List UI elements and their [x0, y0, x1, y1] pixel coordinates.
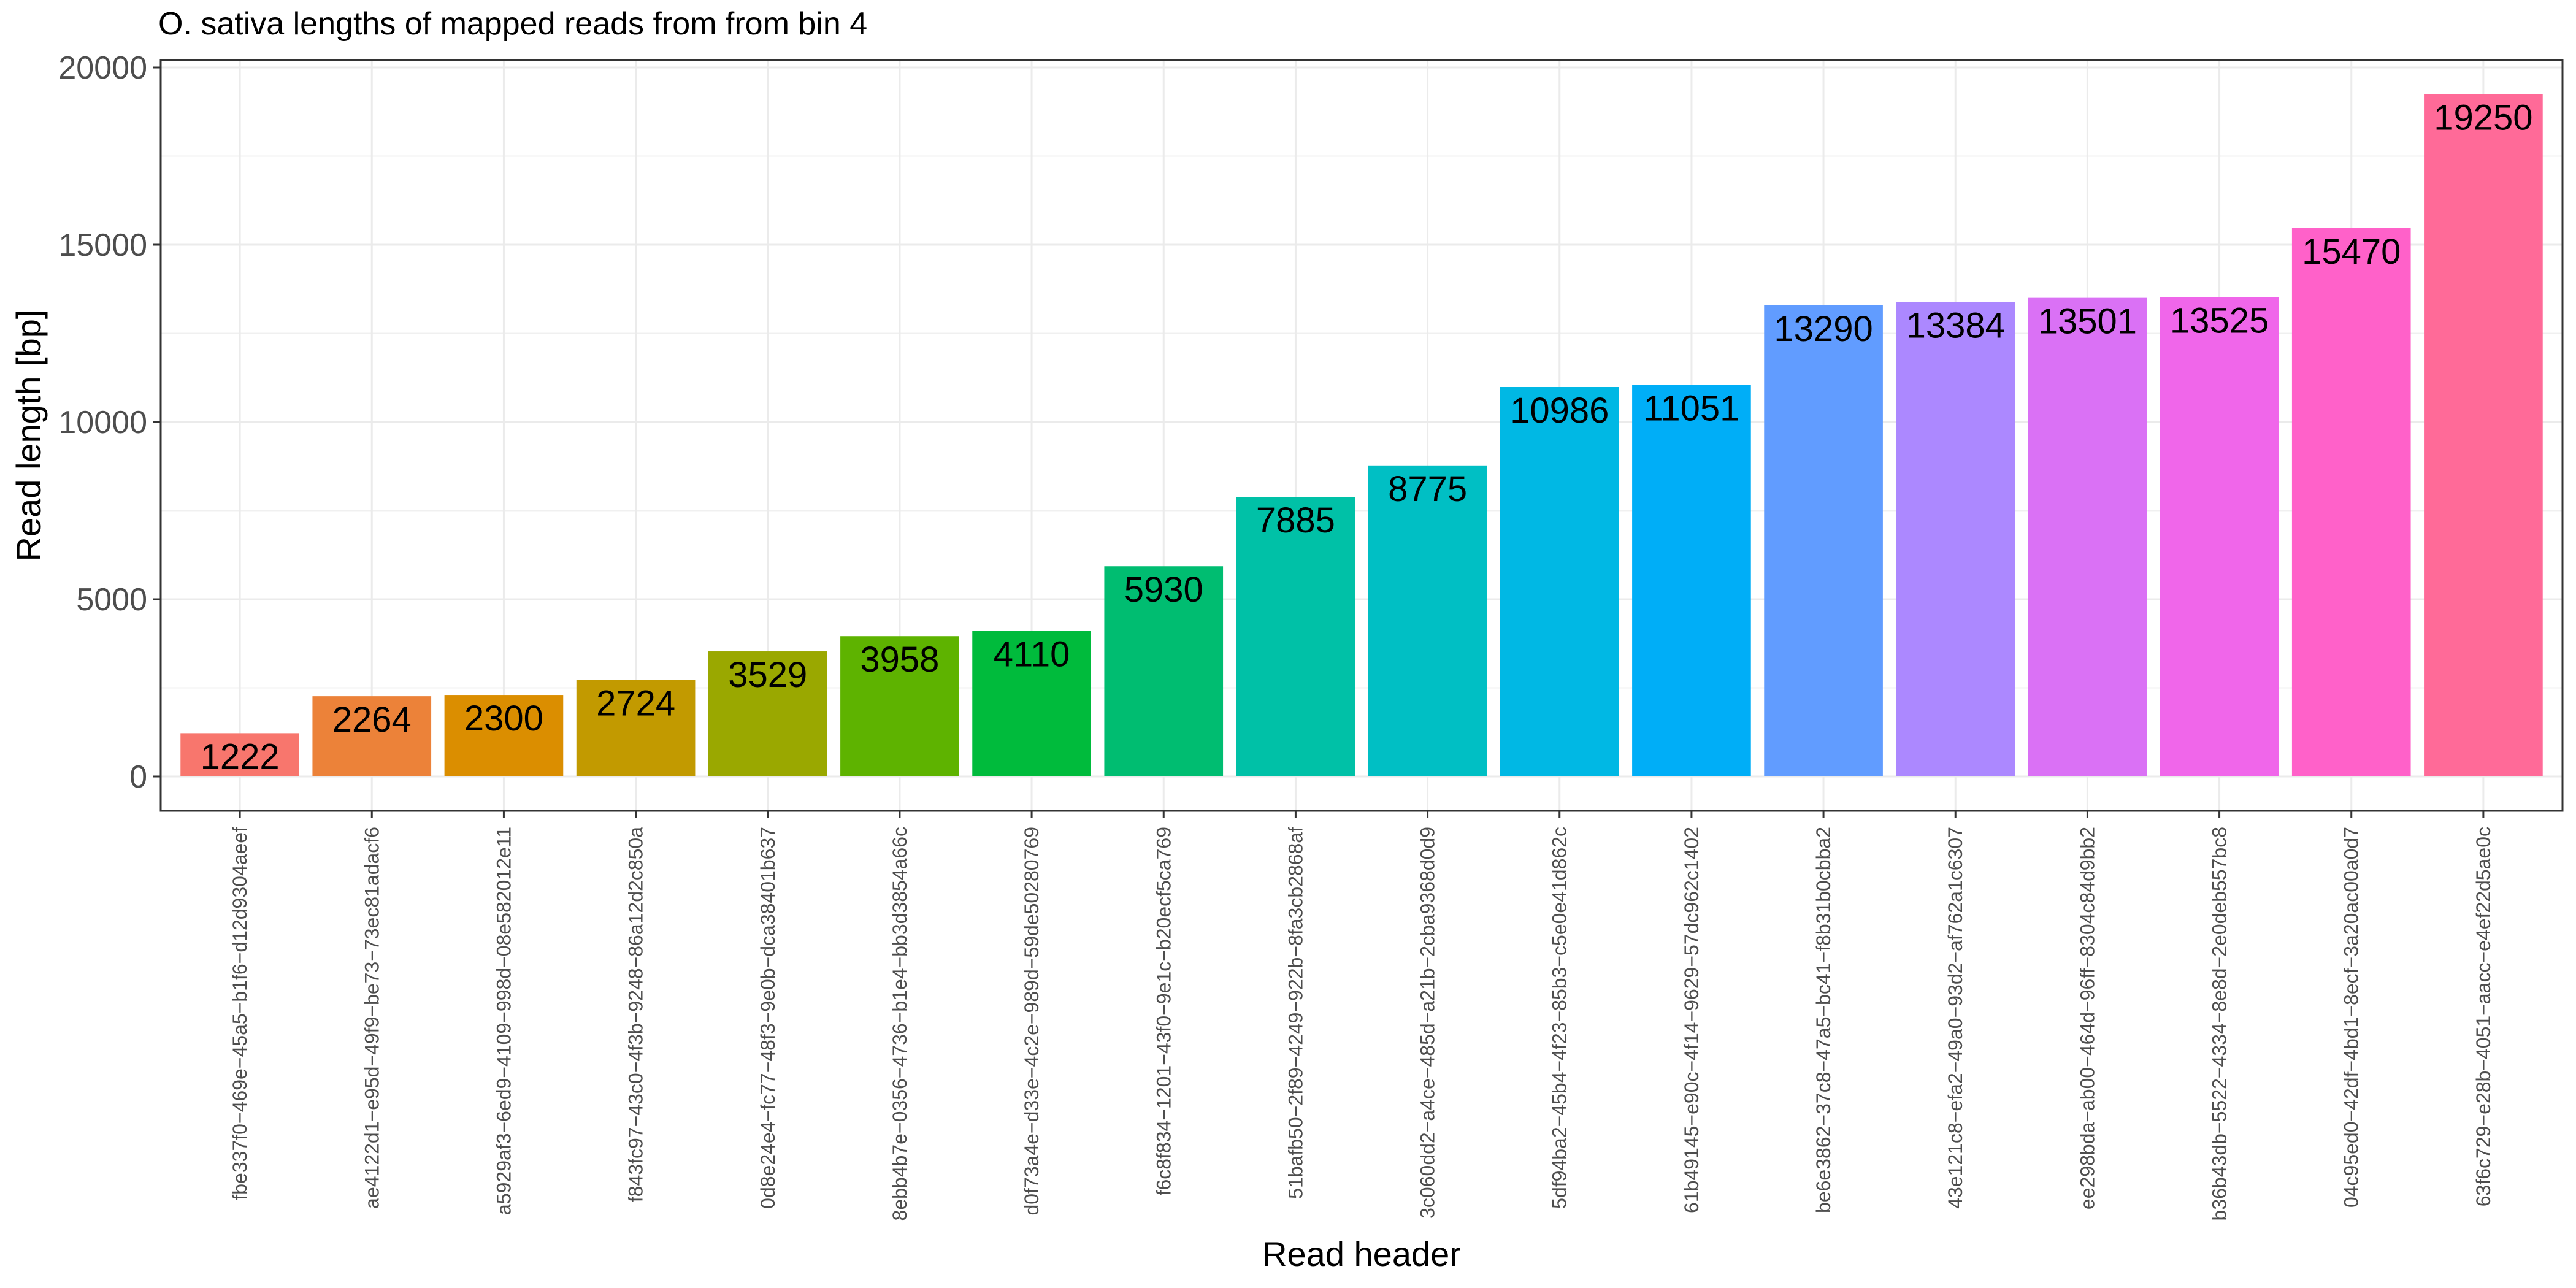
bar-value-label: 4110 — [994, 634, 1070, 674]
x-tick-label: d0f73a4e−d33e−4c2e−989d−59de50280769 — [1021, 827, 1043, 1216]
bar — [2160, 297, 2279, 776]
y-axis-title: Read length [bp] — [9, 310, 48, 562]
bar-value-label: 11051 — [1643, 388, 1739, 428]
y-tick-label: 20000 — [58, 50, 147, 86]
bar — [1236, 497, 1355, 776]
bar — [2424, 94, 2543, 777]
x-tick-label: 43e121c8−efa2−49a0−93d2−af762a1c6307 — [1944, 827, 1966, 1209]
x-tick-label: ae4122d1−e95d−49f9−be73−73ec81adacf6 — [361, 827, 383, 1209]
bar — [1104, 566, 1224, 776]
bar-value-label: 15470 — [2302, 232, 2401, 272]
x-tick-label: a5929af3−6ed9−4109−998d−08e582012e11 — [493, 827, 515, 1215]
x-axis-title: Read header — [1262, 1235, 1461, 1273]
bar — [312, 696, 432, 776]
bar-value-label: 1222 — [201, 737, 280, 776]
bar — [1368, 465, 1487, 776]
y-tick-label: 10000 — [58, 405, 147, 440]
bar-value-label: 13501 — [2038, 302, 2137, 342]
bar-labels: 1222 2264 2300 2724 3529 3958 4110 5930 7885 8775… — [201, 98, 2533, 776]
x-tick-label: fbe337f0−469e−45a5−b1f6−d12d9304aeef — [229, 827, 251, 1200]
bar — [1632, 385, 1751, 776]
x-tick-label: 5df94ba2−45b4−4f23−85b3−c5e0e41d862c — [1549, 827, 1571, 1209]
x-tick-label: 04c95ed0−42df−4bd1−8ecf−3a20ac00a0d7 — [2340, 827, 2363, 1208]
bar-value-label: 10986 — [1510, 391, 1609, 431]
bar — [1500, 387, 1619, 776]
bar-value-label: 13384 — [1906, 305, 2005, 345]
bar — [708, 651, 827, 776]
bar-value-label: 13290 — [1774, 309, 1873, 349]
bar — [1896, 302, 2015, 776]
bar-value-label: 5930 — [1124, 570, 1203, 610]
x-tick-label: 63f6c729−e28b−4051−aacc−e4ef22d5ae0c — [2472, 827, 2494, 1206]
x-tick-label: 8ebb4b7e−0356−4736−b1e4−bb3d3854a66c — [889, 827, 911, 1221]
x-tick-label: f6c8f834−1201−43f0−9e1c−b20ecf5ca769 — [1152, 827, 1175, 1195]
bar — [840, 636, 959, 776]
x-tick-label: f843fc97−43c0−4f3b−9248−86a12d2c850a — [625, 827, 647, 1202]
bar — [2028, 297, 2147, 776]
bar-value-label: 2264 — [332, 700, 412, 740]
x-tick-label: b36b43db−5522−4334−8e8d−2e0deb557bc8 — [2209, 827, 2231, 1221]
bar-value-label: 3958 — [860, 640, 939, 680]
bar-value-label: 19250 — [2434, 98, 2532, 137]
bar — [1764, 305, 1883, 776]
bar — [444, 695, 564, 776]
bar-value-label: 2724 — [596, 684, 675, 724]
bar — [2291, 228, 2411, 777]
y-tick-label: 15000 — [58, 228, 147, 263]
plot-panel-border — [159, 59, 2564, 812]
bar-value-label: 7885 — [1256, 500, 1335, 540]
bar — [180, 733, 299, 776]
y-axis: 0 5000 10000 15000 20000 — [58, 50, 161, 795]
bar-value-label: 13525 — [2170, 301, 2269, 340]
bar — [972, 631, 1091, 776]
bar-value-label: 8775 — [1388, 469, 1467, 509]
bars — [180, 94, 2543, 777]
y-tick-label: 5000 — [76, 582, 147, 618]
x-tick-label: 0d8e24e4−fc77−48f3−9e0b−dca38401b637 — [757, 827, 779, 1209]
x-axis: fbe337f0−469e−45a5−b1f6−d12d9304aeef ae41… — [229, 811, 2494, 1221]
x-tick-label: ee298bda−ab00−464d−96ff−8304c84d9bb2 — [2076, 827, 2098, 1209]
x-tick-label: 3c060dd2−a4ce−485d−a21b−2cba9368d0d9 — [1417, 827, 1439, 1219]
x-tick-label: 51bafb50−2f89−4249−922b−8fa3cb2868af — [1284, 827, 1306, 1199]
x-tick-label: be6e3862−37c8−47a5−bc41−f8b31b0cbba2 — [1812, 827, 1834, 1213]
bar — [576, 680, 696, 776]
chart-title: O. sativa lengths of mapped reads from f… — [158, 6, 867, 42]
bar-value-label: 2300 — [464, 699, 543, 738]
y-tick-label: 0 — [129, 759, 147, 795]
x-tick-label: 61b49145−e90c−4f14−9629−57dc962c1402 — [1681, 827, 1703, 1213]
bar-value-label: 3529 — [728, 655, 807, 695]
